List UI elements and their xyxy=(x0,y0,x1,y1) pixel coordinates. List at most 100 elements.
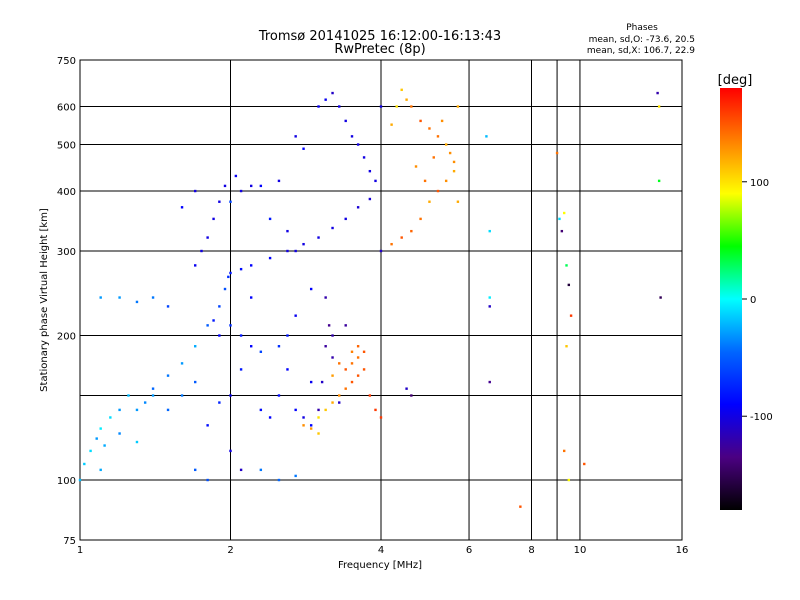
data-point xyxy=(410,105,413,108)
x-tick-label: 1 xyxy=(77,545,83,556)
colorbar-gradient xyxy=(720,88,742,510)
data-point xyxy=(657,105,661,108)
data-point xyxy=(440,119,444,123)
phase-info-o: mean, sd,O: -73.6, 20.5 xyxy=(589,35,695,45)
data-point xyxy=(368,394,372,397)
data-point xyxy=(362,156,366,159)
data-point xyxy=(218,334,221,337)
data-point xyxy=(419,217,422,221)
data-point xyxy=(151,394,155,397)
data-point xyxy=(194,264,197,267)
data-point xyxy=(362,368,366,371)
data-point xyxy=(277,179,281,183)
data-point xyxy=(194,380,197,384)
data-point xyxy=(127,394,130,397)
data-point xyxy=(452,169,456,173)
data-point xyxy=(78,478,82,482)
y-tick-label: 100 xyxy=(57,476,76,487)
data-point xyxy=(286,334,289,337)
data-point xyxy=(239,267,243,271)
data-point xyxy=(657,179,661,183)
data-point xyxy=(135,408,139,412)
plot-area xyxy=(78,59,683,541)
data-point xyxy=(485,135,488,138)
y-axis-label: Stationary phase Virtual Height [km] xyxy=(39,208,50,392)
data-point xyxy=(194,468,197,472)
data-point xyxy=(562,449,566,453)
data-point xyxy=(99,468,102,472)
data-point xyxy=(338,362,341,365)
data-point xyxy=(223,184,227,188)
data-point xyxy=(286,249,289,253)
data-point xyxy=(259,408,263,412)
data-point xyxy=(206,478,209,482)
data-point xyxy=(166,374,170,377)
data-point xyxy=(356,374,360,377)
data-point xyxy=(488,380,491,384)
data-point xyxy=(350,135,354,138)
data-point xyxy=(143,401,147,404)
data-point xyxy=(324,345,327,348)
data-point xyxy=(294,474,297,478)
data-point xyxy=(286,229,289,233)
data-point xyxy=(229,394,232,397)
y-tick-label: 75 xyxy=(63,536,76,547)
data-point xyxy=(327,324,331,327)
data-point xyxy=(239,468,243,472)
x-tick-label: 4 xyxy=(378,545,384,556)
data-point xyxy=(390,123,393,126)
data-point xyxy=(212,319,215,322)
data-point xyxy=(218,305,221,308)
data-point xyxy=(302,416,305,419)
data-point xyxy=(259,184,263,188)
data-point xyxy=(109,416,112,419)
colorbar-label: [deg] xyxy=(718,73,753,88)
data-point xyxy=(414,165,418,168)
data-point xyxy=(249,296,253,299)
data-point xyxy=(259,468,263,472)
data-point xyxy=(356,143,360,146)
data-point xyxy=(135,300,139,304)
data-point xyxy=(268,217,272,221)
data-point xyxy=(331,374,334,377)
data-point xyxy=(268,256,272,260)
data-point xyxy=(405,98,408,101)
data-point xyxy=(569,314,573,317)
data-point xyxy=(277,394,281,397)
data-point xyxy=(456,105,460,108)
data-point xyxy=(229,200,232,203)
colorbar-tick-label: -100 xyxy=(750,412,773,423)
data-point xyxy=(118,408,121,412)
colorbar-tick-label: 100 xyxy=(750,178,769,189)
chart-subtitle: RwPretec (8p) xyxy=(334,42,425,57)
y-tick-label: 500 xyxy=(57,141,76,152)
data-point xyxy=(309,427,313,430)
data-point xyxy=(103,444,106,447)
data-point xyxy=(344,368,347,371)
x-tick-label: 6 xyxy=(466,545,472,556)
data-point xyxy=(206,424,209,427)
data-point xyxy=(200,249,203,253)
data-point xyxy=(135,440,139,444)
data-point xyxy=(331,91,334,95)
data-point xyxy=(180,206,184,209)
data-point xyxy=(331,356,334,359)
chart-title: Tromsø 20141025 16:12:00-16:13:43 xyxy=(258,29,501,44)
data-point xyxy=(659,296,662,299)
data-point xyxy=(362,350,366,353)
data-point xyxy=(229,271,232,275)
data-point xyxy=(410,394,413,397)
data-point xyxy=(488,305,491,308)
data-point xyxy=(356,206,360,209)
x-tick-label: 16 xyxy=(676,545,689,556)
data-point xyxy=(374,179,377,183)
data-point xyxy=(567,283,571,287)
data-point xyxy=(555,151,559,155)
data-point xyxy=(344,119,347,123)
data-point xyxy=(400,88,403,92)
data-point xyxy=(565,345,568,348)
data-point xyxy=(565,264,568,267)
y-tick-label: 300 xyxy=(57,247,76,258)
data-point xyxy=(317,236,320,239)
phase-info-x: mean, sd,X: 106.7, 22.9 xyxy=(587,46,695,56)
